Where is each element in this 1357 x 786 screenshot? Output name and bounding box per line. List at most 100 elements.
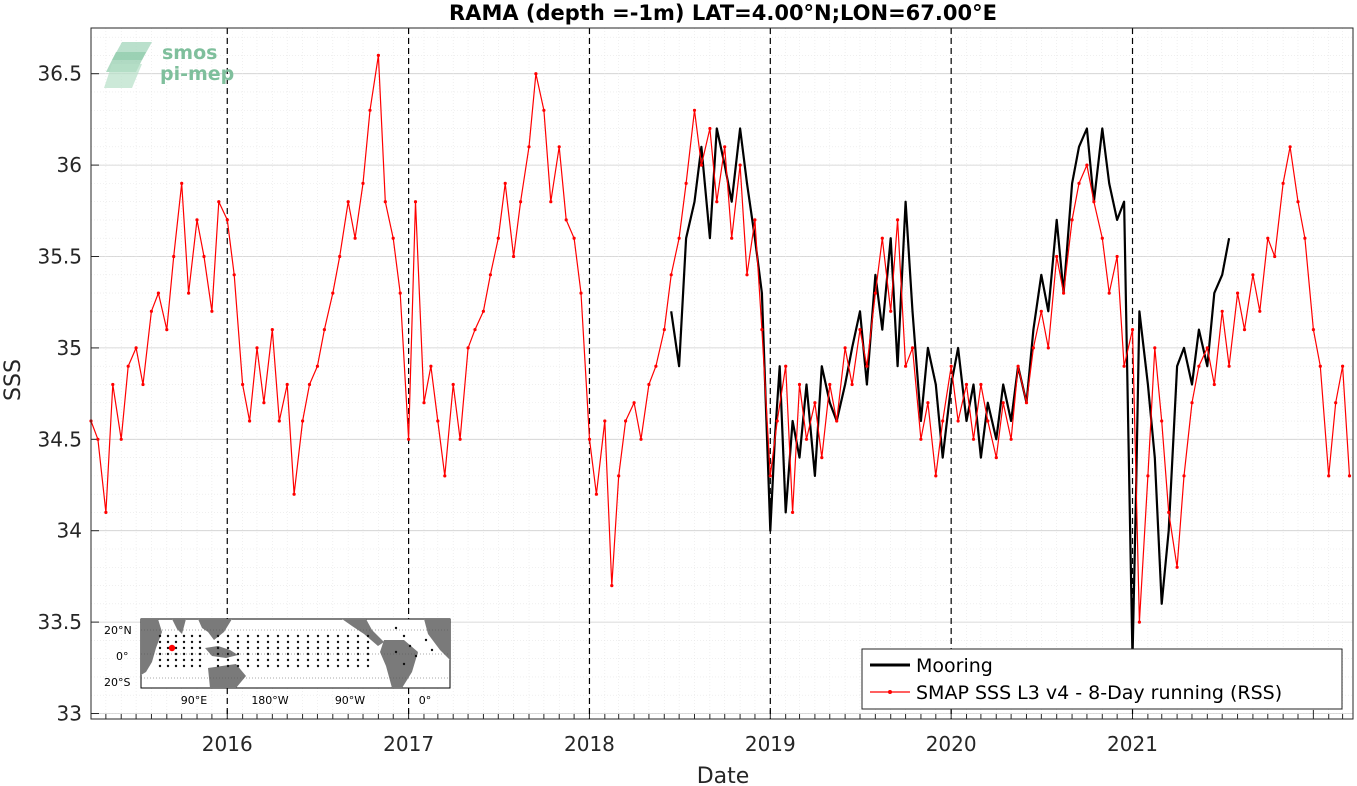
inset-mooring-dot: [166, 640, 170, 644]
series-point-smap: [270, 328, 274, 332]
inset-mooring-dot: [286, 634, 290, 638]
series-point-smap: [843, 346, 847, 350]
series-point-smap: [1303, 236, 1307, 240]
series-point-smap: [149, 309, 153, 313]
inset-mooring-dot: [226, 640, 230, 644]
series-point-smap: [187, 291, 191, 295]
series-point-smap: [1107, 291, 1111, 295]
series-point-smap: [255, 346, 259, 350]
series-point-smap: [813, 401, 817, 405]
inset-mooring-dot: [182, 640, 186, 644]
series-point-smap: [1092, 200, 1096, 204]
series-point-smap: [1016, 364, 1020, 368]
series-point-smap: [481, 309, 485, 313]
inset-mooring-dot: [366, 634, 370, 638]
inset-mooring-dot: [356, 646, 360, 650]
inset-mooring-dot: [246, 646, 250, 650]
series-point-smap: [835, 419, 839, 423]
series-point-smap: [1347, 474, 1352, 478]
series-point-smap: [797, 382, 802, 387]
inset-mooring-dot: [182, 664, 186, 668]
inset-mooring-dot: [336, 640, 340, 644]
inset-mooring-dot: [158, 664, 162, 668]
inset-mooring-dot: [216, 634, 220, 638]
series-point-smap: [391, 236, 395, 240]
series-point-smap: [496, 236, 500, 240]
inset-mooring-dot: [256, 658, 260, 662]
series-point-smap: [654, 364, 658, 368]
series-point-smap: [662, 328, 666, 332]
series-point-smap: [594, 492, 599, 496]
series-point-smap: [104, 510, 108, 514]
inset-land-central-america: [342, 619, 384, 646]
series-point-smap: [699, 163, 704, 167]
inset-mooring-dot: [182, 658, 186, 662]
series-point-smap: [994, 456, 998, 460]
series-point-smap: [202, 254, 206, 259]
inset-land-australia: [208, 664, 246, 688]
inset-mooring-dot: [346, 658, 350, 662]
series-point-smap: [436, 419, 440, 423]
logo-text-pimep: pi-mep: [160, 63, 234, 85]
series-point-smap: [873, 291, 878, 295]
inset-mooring-dot: [276, 664, 280, 668]
inset-mooring-dot: [326, 658, 330, 662]
inset-mooring-dot: [430, 648, 434, 652]
inset-land-south-america: [380, 640, 418, 688]
inset-mooring-dot: [226, 634, 230, 638]
inset-mooring-dot: [366, 646, 370, 650]
inset-mooring-dot: [402, 634, 406, 638]
inset-mooring-dot: [236, 634, 240, 638]
y-tick-label: 34: [57, 519, 82, 543]
series-point-smap: [1212, 382, 1216, 387]
inset-mooring-dot: [198, 658, 202, 662]
x-tick-label: 2016: [202, 732, 253, 756]
legend-box: [861, 648, 1343, 710]
series-point-smap: [1077, 181, 1081, 185]
series-point-smap: [361, 181, 365, 185]
inset-land-africa: [141, 619, 162, 675]
series-point-smap: [1311, 328, 1315, 332]
series-point-smap: [784, 364, 788, 368]
y-tick-label: 36: [57, 153, 82, 177]
inset-mooring-dot: [174, 652, 178, 656]
inset-mooring-dot: [174, 646, 178, 650]
x-tick-label: 2020: [926, 732, 977, 756]
series-point-smap: [346, 200, 350, 204]
series-point-smap: [172, 254, 176, 259]
y-tick-label: 35: [57, 336, 82, 360]
series-point-smap: [1236, 291, 1240, 295]
inset-mooring-dot: [266, 658, 270, 662]
inset-mooring-dot: [182, 634, 186, 638]
inset-mooring-dot: [286, 646, 290, 650]
inset-mooring-dot: [296, 634, 300, 638]
series-point-smap: [949, 364, 953, 368]
series-point-smap: [632, 401, 636, 405]
inset-mooring-dot: [306, 652, 310, 656]
inset-mooring-dot: [190, 664, 194, 668]
inset-mooring-dot: [266, 664, 270, 668]
series-point-smap: [473, 328, 477, 332]
series-point-smap: [926, 401, 930, 405]
series-point-smap: [889, 309, 893, 313]
inset-mooring-dot: [216, 646, 220, 650]
series-point-smap: [617, 474, 621, 478]
y-tick-labels: 33 33.5 34 34.5 35 35.5 36 36.5: [37, 62, 82, 726]
inset-mooring-dot: [424, 638, 428, 642]
series-point-smap: [677, 236, 681, 240]
smos-pimep-logo: smos pi-mep: [104, 42, 234, 88]
inset-mooring-dot: [346, 646, 350, 650]
inset-mooring-dot: [366, 652, 370, 656]
series-point-smap: [684, 181, 688, 185]
y-tick-label: 36.5: [37, 62, 82, 86]
series-point-smap: [753, 218, 757, 222]
inset-mooring-dot: [306, 634, 310, 638]
series-point-smap: [708, 126, 712, 131]
inset-mooring-dot: [246, 664, 250, 668]
inset-mooring-dot: [366, 640, 370, 644]
series-point-smap: [141, 382, 145, 387]
series-point-smap: [248, 419, 252, 423]
inset-mooring-dot: [216, 640, 220, 644]
inset-mooring-dot: [266, 634, 270, 638]
series-point-smap: [368, 108, 372, 112]
